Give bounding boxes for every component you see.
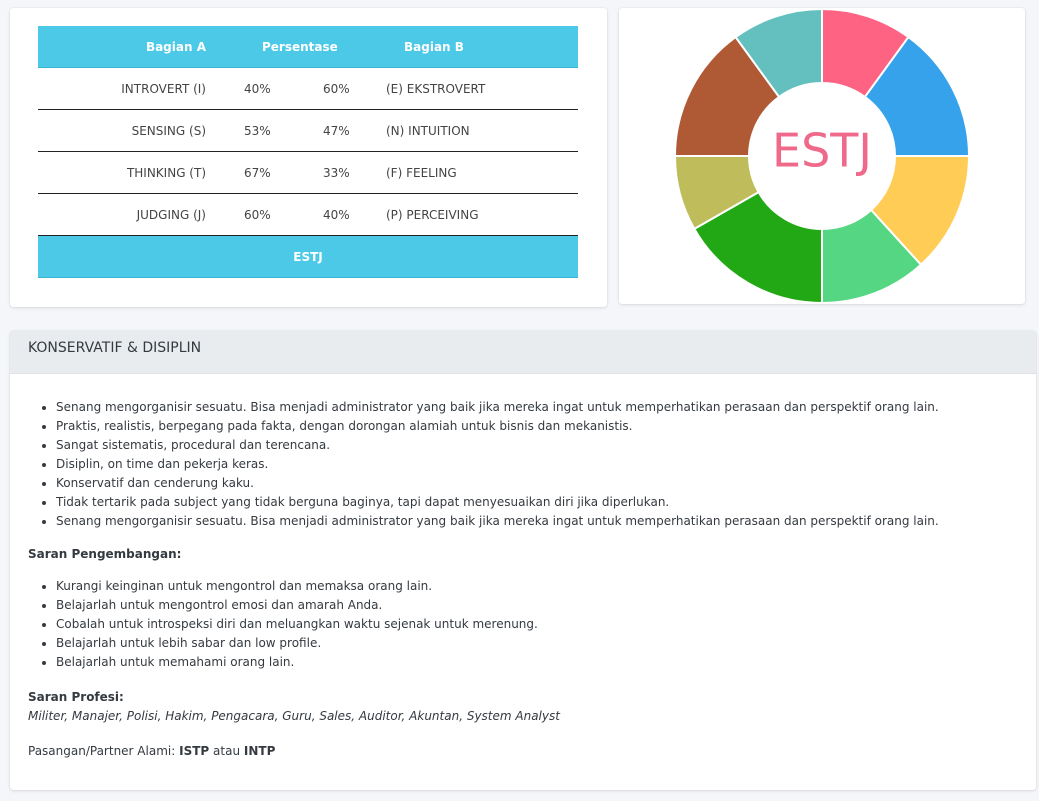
table-cell: 67% — [244, 165, 271, 180]
doughnut-segment — [692, 190, 823, 305]
partner-type: INTP — [243, 744, 276, 758]
partner: Pasangan/Partner Alami: ISTP atau INTP — [28, 742, 1018, 761]
table-cell: (F) FEELING — [386, 165, 457, 180]
development-item: Kurangi keinginan untuk mengontrol dan m… — [56, 577, 1018, 596]
trait-list: Senang mengorganisir sesuatu. Bisa menja… — [28, 398, 1018, 531]
development-list: Kurangi keinginan untuk mengontrol dan m… — [28, 577, 1018, 672]
development-item: Belajarlah untuk memahami orang lain. — [56, 653, 1018, 672]
table-row: INTROVERT (I) 40% 60% (E) EKSTROVERT — [38, 68, 578, 110]
header-cell: Persentase — [262, 39, 338, 54]
partner-type: ISTP — [179, 744, 210, 758]
section-body: Senang mengorganisir sesuatu. Bisa menja… — [10, 374, 1036, 801]
partner-label: Pasangan/Partner Alami: — [28, 744, 176, 758]
trait-item: Senang mengorganisir sesuatu. Bisa menja… — [56, 512, 1018, 531]
development-item: Cobalah untuk introspeksi diri dan melua… — [56, 615, 1018, 634]
table-cell: (N) INTUITION — [386, 123, 470, 138]
table-cell: 33% — [323, 165, 350, 180]
table-footer: ESTJ — [38, 236, 578, 278]
table-cell: 53% — [244, 123, 271, 138]
header-cell: Bagian A — [145, 39, 206, 54]
table-cell: 60% — [323, 81, 350, 96]
table-row: THINKING (T) 67% 33% (F) FEELING — [38, 152, 578, 194]
profession-title: Saran Profesi: — [28, 690, 124, 704]
doughnut-segment — [734, 7, 823, 99]
table-cell: THINKING (T) — [126, 165, 206, 180]
trait-item: Senang mengorganisir sesuatu. Bisa menja… — [56, 398, 1018, 417]
description-card: KONSERVATIF & DISIPLIN Senang mengorgani… — [10, 331, 1036, 790]
table-body: INTROVERT (I) 40% 60% (E) EKSTROVERT SENSING… — [38, 68, 578, 236]
table-header: Bagian A Persentase Bagian B — [38, 26, 578, 68]
table-cell: INTROVERT (I) — [121, 81, 206, 96]
table-row: JUDGING (J) 60% 40% (P) PERCEIVING — [38, 194, 578, 236]
header-cell: Bagian B — [404, 39, 464, 54]
table-cell: JUDGING (J) — [136, 207, 206, 222]
table-cell: 60% — [244, 207, 271, 222]
table: Bagian A Persentase Bagian B INTROVERT (… — [38, 26, 578, 278]
trait-item: Konservatif dan cenderung kaku. — [56, 474, 1018, 493]
table-cell: 47% — [323, 123, 350, 138]
table-cell: 40% — [323, 207, 350, 222]
trait-item: Praktis, realistis, berpegang pada fakta… — [56, 417, 1018, 436]
table-row: SENSING (S) 53% 47% (N) INTUITION — [38, 110, 578, 152]
trait-item: Tidak tertarik pada subject yang tidak b… — [56, 493, 1018, 512]
partner-connector: atau — [213, 744, 241, 758]
center-label: ESTJ — [772, 124, 872, 178]
development-item: Belajarlah untuk mengontrol emosi dan am… — [56, 596, 1018, 615]
table-card: Bagian A Persentase Bagian B INTROVERT (… — [10, 8, 607, 307]
trait-item: Sangat sistematis, procedural dan terenc… — [56, 436, 1018, 455]
table-cell: 40% — [244, 81, 271, 96]
development-item: Belajarlah untuk lebih sabar dan low pro… — [56, 634, 1018, 653]
table-cell: SENSING (S) — [131, 123, 206, 138]
profession-list: Militer, Manajer, Polisi, Hakim, Pengaca… — [28, 709, 560, 723]
doughnut-chart: ESTJ — [673, 7, 971, 305]
trait-item: Disiplin, on time dan pekerja keras. — [56, 455, 1018, 474]
section-title: KONSERVATIF & DISIPLIN — [10, 331, 1036, 374]
table-cell: (P) PERCEIVING — [386, 207, 479, 222]
chart-card: ESTJ — [619, 7, 1025, 305]
table-cell: (E) EKSTROVERT — [386, 81, 486, 96]
development-title: Saran Pengembangan: — [28, 547, 182, 561]
